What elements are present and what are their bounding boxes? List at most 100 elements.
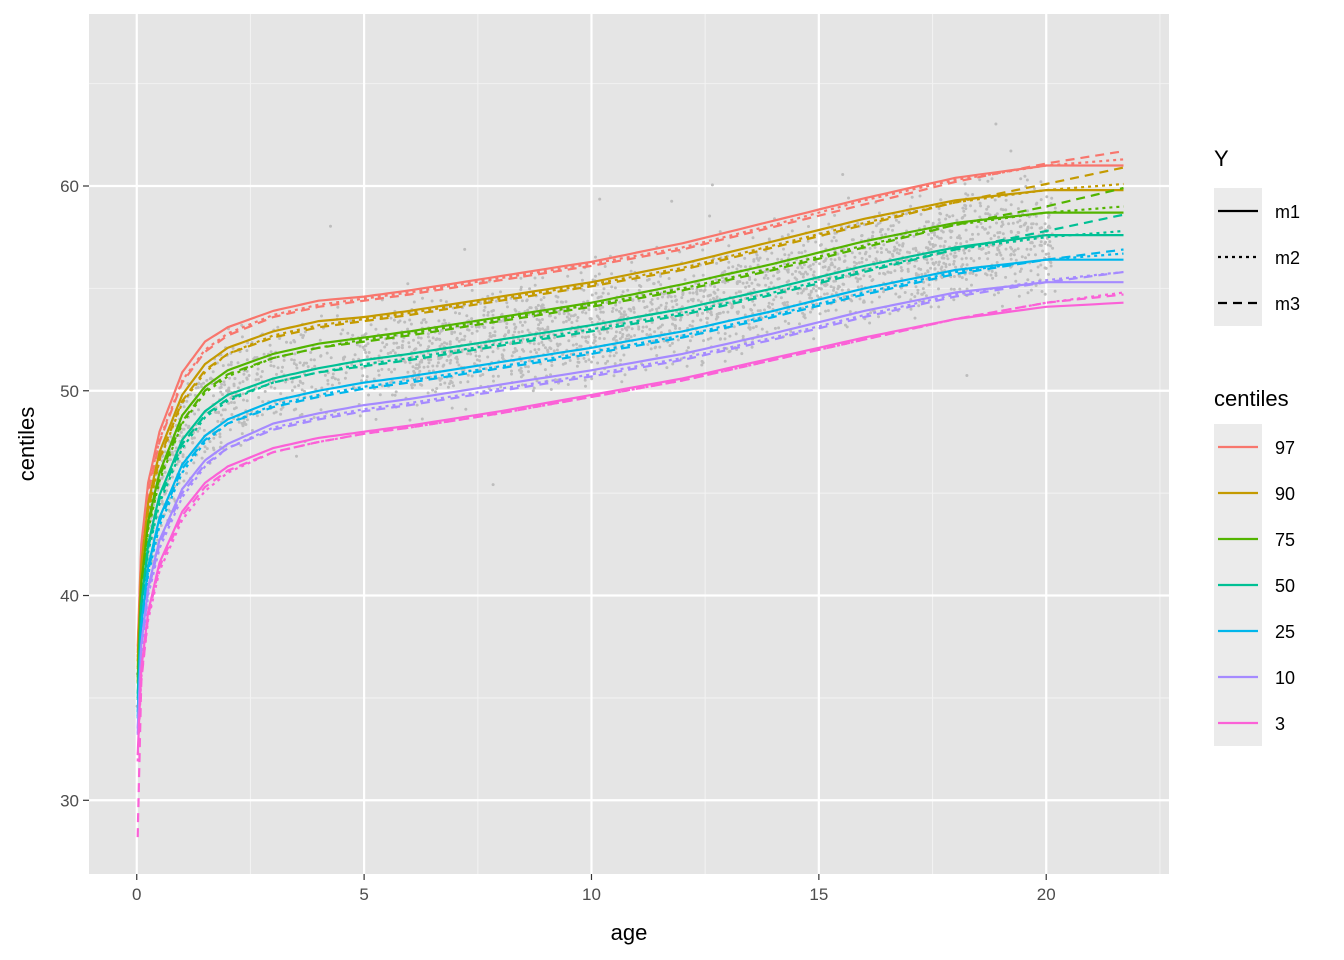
scatter-point [977, 247, 981, 250]
scatter-point [601, 310, 605, 314]
scatter-point [814, 289, 818, 293]
scatter-point [916, 288, 920, 292]
scatter-point [941, 253, 945, 257]
scatter-point [997, 248, 1001, 252]
legend-label-centile-10: 10 [1275, 668, 1295, 688]
scatter-point [671, 305, 675, 309]
scatter-point [445, 359, 449, 362]
scatter-point [363, 333, 367, 337]
scatter-point [410, 383, 413, 387]
scatter-point [875, 250, 879, 254]
scatter-point [360, 379, 363, 383]
scatter-point [466, 328, 469, 332]
scatter-point [900, 269, 904, 273]
scatter-point [927, 283, 931, 287]
scatter-point [1009, 245, 1013, 249]
scatter-point [565, 315, 569, 319]
scatter-point [594, 274, 597, 278]
scatter-point [233, 377, 237, 381]
scatter-point [336, 378, 340, 382]
scatter-point [455, 360, 459, 364]
scatter-point [832, 288, 835, 292]
scatter-point [952, 275, 956, 278]
scatter-point [631, 298, 635, 302]
scatter-point [783, 288, 787, 292]
scatter-point [1018, 219, 1022, 222]
scatter-point [624, 337, 628, 341]
scatter-point [533, 276, 537, 280]
scatter-point [590, 360, 593, 364]
scatter-point [657, 306, 661, 310]
scatter-point [393, 367, 397, 371]
scatter-point [810, 296, 813, 300]
scatter-point [699, 318, 703, 322]
scatter-point [225, 389, 229, 393]
scatter-point [540, 340, 544, 344]
scatter-point [832, 286, 836, 290]
scatter-point [595, 314, 599, 318]
scatter-point [259, 375, 263, 379]
scatter-point [537, 342, 541, 346]
x-tick-label: 5 [359, 885, 368, 904]
scatter-point [794, 269, 798, 273]
scatter-point [829, 257, 833, 261]
axes: 0 5 10 15 20 30 40 50 60 [60, 177, 1056, 904]
scatter-point [169, 435, 173, 439]
scatter-point [758, 256, 762, 260]
scatter-point [584, 359, 588, 363]
scatter-point [254, 378, 258, 382]
legend-label-m1: m1 [1275, 202, 1300, 222]
scatter-point [519, 285, 523, 289]
scatter-point [777, 277, 781, 281]
scatter-point [931, 262, 935, 266]
scatter-point [656, 297, 660, 300]
scatter-point [533, 375, 537, 379]
scatter-point [931, 221, 935, 225]
scatter-point [667, 277, 671, 280]
scatter-point [400, 346, 404, 350]
scatter-point [526, 328, 530, 332]
scatter-point [763, 270, 767, 274]
scatter-point [548, 346, 552, 350]
scatter-point [824, 257, 828, 261]
scatter-point [426, 335, 430, 339]
scatter-point [460, 348, 464, 352]
scatter-point [735, 280, 739, 284]
scatter-point [292, 339, 296, 342]
scatter-point [630, 260, 634, 264]
scatter-point [1009, 252, 1013, 256]
scatter-point [391, 349, 395, 352]
scatter-point [949, 287, 953, 291]
scatter-point [630, 327, 634, 331]
scatter-point [987, 251, 991, 254]
scatter-point [986, 231, 990, 235]
scatter-point [874, 257, 878, 261]
scatter-point [505, 301, 509, 305]
scatter-point [558, 312, 561, 316]
scatter-point [443, 381, 447, 385]
scatter-point [1049, 261, 1053, 265]
scatter-point [437, 319, 441, 323]
scatter-point [420, 383, 424, 387]
scatter-point [549, 387, 553, 391]
scatter-point [279, 392, 283, 396]
scatter-point [715, 312, 719, 316]
scatter-point [221, 364, 225, 368]
scatter-point [546, 325, 550, 329]
scatter-point [625, 328, 629, 332]
scatter-point [752, 259, 756, 263]
scatter-point [1035, 222, 1039, 226]
scatter-point [815, 302, 819, 306]
scatter-point [408, 418, 412, 422]
scatter-point [458, 312, 461, 315]
scatter-point [448, 353, 452, 357]
scatter-point [1029, 288, 1033, 292]
scatter-point [279, 412, 283, 416]
scatter-point [822, 260, 826, 263]
scatter-point [443, 349, 447, 353]
scatter-point [219, 413, 223, 417]
scatter-point [350, 362, 354, 366]
scatter-point [878, 272, 881, 275]
scatter-point [285, 340, 288, 344]
scatter-point [431, 336, 435, 340]
